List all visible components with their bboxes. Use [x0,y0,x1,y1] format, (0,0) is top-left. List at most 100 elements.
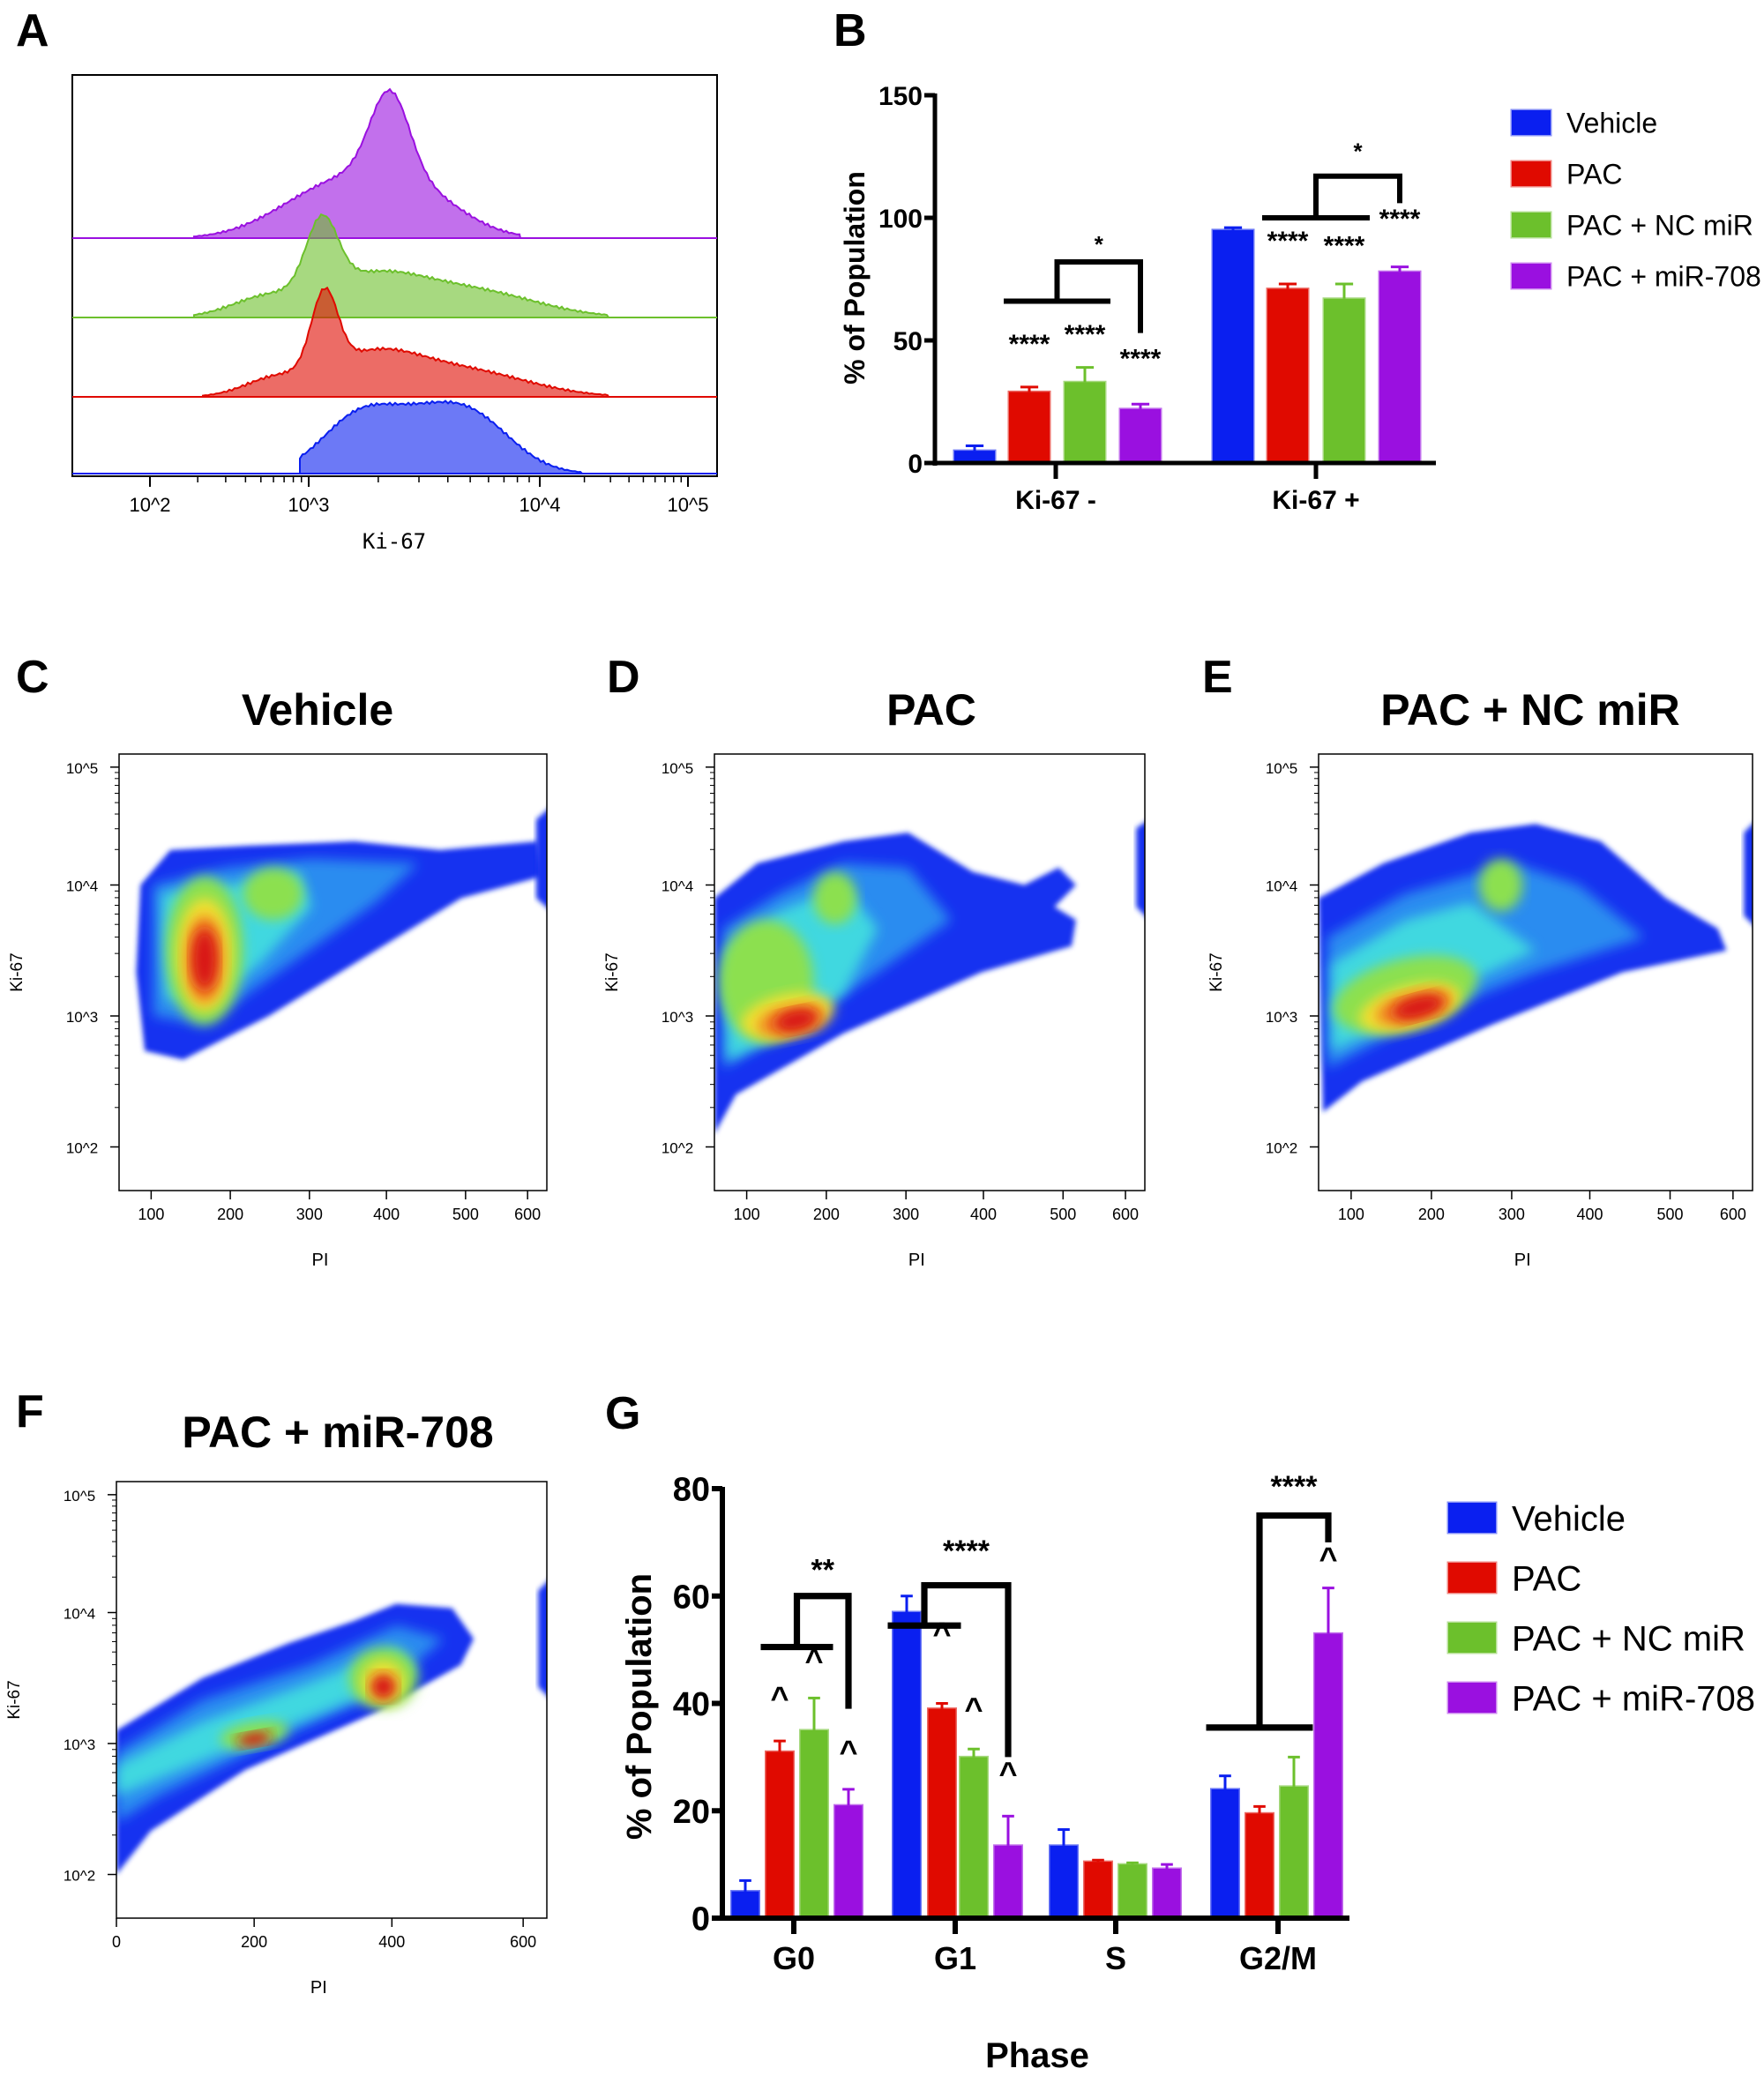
y-tick-label: 10^3 [662,1009,693,1026]
x-tick-label: 500 [1656,1206,1683,1223]
plot-frame [118,753,548,1191]
x-tick-label: 600 [514,1206,541,1223]
x-tick-label: 100 [1338,1206,1364,1223]
significance-bracket [887,1581,1012,1758]
bar-pac-g2-m [1245,1811,1274,1920]
density-contours [1319,824,1753,1112]
x-tick-label: 100 [138,1206,164,1223]
plot-frame [116,1481,548,1919]
y-tick-label: 10^5 [662,760,693,777]
x-tick-label: 400 [970,1206,997,1223]
x-tick-label: 500 [452,1206,479,1223]
bar-vehicle-g0 [730,1890,760,1920]
x-tick-label: Ki-67 + [1272,486,1359,515]
y-tick-label: 50 [893,327,923,356]
legend-swatch [1446,1621,1498,1654]
x-tick-label: 400 [373,1206,400,1223]
density-region [1744,824,1753,925]
y-tick-label: 10^5 [66,760,98,777]
x-tick-label: 600 [1720,1206,1746,1223]
panel-f-density-plot [108,1481,548,1927]
y-axis-label: % of Population [620,1573,659,1840]
x-axis-label: PI [1514,1251,1531,1270]
density-region [370,1673,397,1700]
bar-pac-mir-708-g0 [833,1803,863,1920]
density-region [774,1008,818,1033]
bar-pac-g0 [765,1750,795,1920]
density-contours [136,810,547,1060]
y-tick-label: 20 [673,1794,710,1831]
bar-pac-g1 [927,1707,957,1920]
y-tick-label: 10^4 [1266,878,1297,895]
panel-e-density-plot [1310,753,1753,1199]
significance-mark: ^ [998,1755,1017,1791]
legend-swatch [1510,262,1552,290]
significance-mark: **** [1009,330,1050,359]
legend-label: PAC + NC miR [1566,210,1753,242]
bar-vehicle-g2-m [1210,1788,1240,1920]
density-region [535,810,547,907]
x-axis-label: Ki-67 [363,529,426,554]
x-axis-label: PI [311,1251,328,1270]
significance-bracket [1004,259,1143,333]
panel-d-density-plot [706,753,1146,1199]
y-tick-label: 40 [673,1686,710,1723]
histogram-track-vehicle [72,400,717,474]
significance-mark: **** [1120,345,1162,374]
significance-bracket [1262,173,1402,220]
significance-bracket [760,1593,852,1709]
density-region [191,929,218,990]
plot-title: PAC + NC miR [1380,685,1679,735]
panel-letter-A: A [16,5,49,56]
significance-mark: ^ [1319,1540,1337,1576]
histogram-track-pac [72,286,717,398]
x-tick-label: 300 [1499,1206,1525,1223]
x-tick-label: G1 [934,1940,976,1976]
y-axis-label: Ki-67 [603,952,622,991]
histogram-track-pac-nc-mir [72,213,717,318]
panel-letter-G: G [605,1388,640,1439]
plot-frame [1318,753,1753,1191]
significance-mark: **** [1267,227,1309,256]
significance-mark: **** [1379,205,1421,234]
y-tick-label: 10^4 [662,878,693,895]
significance-mark: ^ [770,1680,789,1716]
legend-label: Vehicle [1566,108,1657,139]
x-tick-label: 300 [893,1206,919,1223]
y-axis-label: Ki-67 [8,952,26,991]
x-tick-label: S [1105,1940,1126,1976]
density-region [243,867,303,921]
legend-swatch [1510,160,1552,188]
legend-label: PAC [1566,159,1622,190]
x-tick-label: 10^4 [519,494,560,516]
legend-swatch [1510,211,1552,239]
y-axis-label: % of Population [839,171,871,385]
bar-pac-mir-708-ki-67- [1118,407,1162,465]
density-region [813,871,857,925]
x-tick-label: 500 [1050,1206,1076,1223]
bar-pac-mir-708-g2-m [1313,1632,1343,1920]
density-region [538,1581,547,1696]
y-axis-label: Ki-67 [1207,952,1226,991]
y-tick-label: 10^3 [1266,1009,1297,1026]
significance-mark: ^ [964,1691,983,1727]
bar-pac-nc-mir-g0 [799,1729,829,1920]
histogram-frame [71,74,718,477]
significance-mark: ^ [804,1642,823,1678]
density-contours [714,822,1145,1134]
bar-pac-s [1083,1860,1113,1920]
y-tick-label: 0 [908,450,923,479]
x-tick-label: G2/M [1239,1940,1317,1976]
plot-frame [714,753,1146,1191]
x-axis-label: PI [310,1978,327,1998]
significance-mark: **** [1324,232,1365,261]
y-tick-label: 10^2 [1266,1140,1297,1157]
bar-pac-mir-708-s [1152,1867,1182,1920]
bar-pac-nc-mir-ki-67- [1322,297,1366,465]
y-tick-label: 10^2 [64,1868,95,1885]
y-tick-label: 10^3 [66,1009,98,1026]
x-tick-label: 400 [378,1933,405,1951]
x-axis-label: PI [908,1251,925,1270]
legend-swatch [1510,108,1552,137]
